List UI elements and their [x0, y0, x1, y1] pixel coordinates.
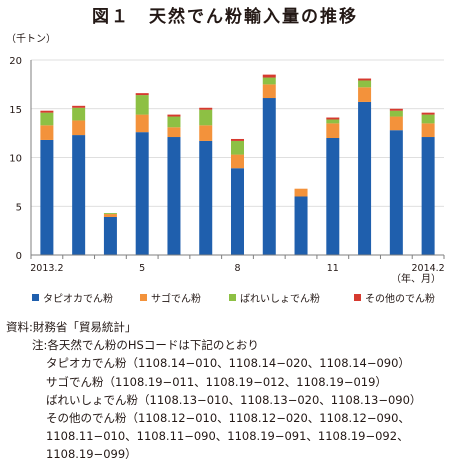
bar-segment-1: [72, 135, 86, 255]
bar-segment-1: [40, 139, 54, 255]
bar-segment-1: [358, 101, 372, 255]
bar-segment-3: [40, 112, 54, 126]
stacked-bar-chart: （千トン） 0 5 10 15 20 2013.2 5 8 11 2014.2 （年、月）: [6, 33, 445, 285]
bar-segment-3: [199, 109, 213, 126]
notes: 資料:財務省「貿易統計」 注:各天然でん粉のHSコードは下記のとおり タピオカで…: [6, 318, 446, 464]
legend: タピオカでん粉 サゴでん粉 ばれいしょでん粉 その他のでん粉: [24, 290, 444, 306]
bar-segment-3: [231, 140, 244, 155]
bar-segment-3: [72, 107, 86, 121]
y-tick-label: 20: [9, 56, 22, 67]
hs-code-heading: 注:各天然でん粉のHSコードは下記のとおり: [32, 338, 259, 353]
page-title: 図１ 天然でん粉輸入量の推移: [92, 7, 358, 27]
bar-segment-1: [231, 168, 244, 255]
x-tick-label: 2014.2: [411, 263, 444, 274]
legend-swatch: [32, 294, 39, 301]
bar-segment-1: [389, 130, 403, 255]
y-tick-label: 15: [9, 105, 22, 116]
hs-code-line: ばれいしょでん粉（1108.13−010、1108.13−020、1108.13…: [46, 392, 422, 407]
bar-segment-2: [40, 125, 54, 140]
bar-segment-3: [262, 77, 276, 85]
legend-label: タピオカでん粉: [43, 294, 113, 305]
x-tick-label: 8: [234, 263, 240, 274]
bar-segment-4: [389, 108, 403, 111]
legend-label: サゴでん粉: [151, 294, 201, 305]
bar-segment-4: [231, 138, 244, 141]
bar-segment-2: [231, 154, 244, 169]
bar-segment-1: [294, 196, 308, 255]
bar-segment-1: [262, 98, 276, 256]
legend-swatch: [140, 294, 147, 301]
legend-item: その他のでん粉: [354, 290, 435, 305]
y-tick-label: 0: [16, 251, 22, 262]
bar-segment-2: [421, 123, 435, 138]
bar-segment-3: [326, 119, 340, 124]
bar-segment-3: [167, 116, 181, 128]
bar-segment-1: [421, 137, 435, 255]
x-tick-label: 11: [327, 263, 339, 274]
hs-code-line: 1108.19−099）: [46, 447, 137, 462]
bar-segment-1: [199, 140, 213, 255]
axes: 0 5 10 15 20 2013.2 5 8 11 2014.2: [9, 56, 444, 274]
bar-segment-2: [294, 188, 308, 197]
y-tick-label: 10: [9, 154, 22, 165]
legend-label: ばれいしょでん粉: [240, 294, 320, 305]
bar-segment-2: [262, 84, 276, 99]
bar-segment-3: [103, 213, 117, 215]
legend-swatch: [354, 294, 361, 301]
hs-code-line: 1108.11−010、1108.11−090、1108.19−091、1108…: [46, 429, 409, 444]
bar-segment-4: [72, 105, 86, 108]
bar-segment-3: [358, 80, 372, 88]
legend-label: その他のでん粉: [365, 294, 435, 305]
bar-segment-1: [135, 132, 149, 255]
bar-segment-2: [72, 120, 86, 136]
x-period-label: （年、月）: [391, 272, 441, 285]
y-tick-label: 5: [16, 202, 22, 213]
x-tick-label: 2013.2: [30, 263, 63, 274]
bar-segment-2: [103, 214, 117, 217]
bar-segment-2: [167, 127, 181, 138]
bar-segment-1: [326, 138, 340, 255]
bar-segment-4: [40, 110, 54, 113]
bar-segment-1: [103, 216, 117, 255]
bar-segment-2: [326, 123, 340, 138]
bar-segment-4: [421, 112, 435, 115]
source-note: 資料:財務省「貿易統計」: [6, 320, 137, 334]
hs-code-line: タピオカでん粉（1108.14−010、1108.14−020、1108.14−…: [46, 356, 410, 371]
bar-segment-2: [358, 87, 372, 102]
bars: [40, 74, 435, 256]
legend-item: ばれいしょでん粉: [229, 290, 320, 305]
bar-segment-4: [199, 107, 213, 110]
bar-segment-3: [389, 110, 403, 117]
legend-item: サゴでん粉: [140, 290, 201, 305]
hs-code-line: その他のでん粉（1108.12−010、1108.12−020、1108.12−…: [46, 411, 410, 426]
y-unit-label: （千トン）: [6, 33, 56, 45]
legend-swatch: [229, 294, 236, 301]
bar-segment-2: [389, 116, 403, 131]
bar-segment-3: [135, 95, 149, 115]
x-tick-label: 5: [139, 263, 145, 274]
bar-segment-4: [358, 78, 372, 81]
bar-segment-4: [167, 114, 181, 117]
bar-segment-2: [135, 114, 149, 133]
bar-segment-1: [167, 137, 181, 255]
hs-code-line: サゴでん粉（1108.19−011、1108.19−012、1108.19−01…: [46, 374, 387, 389]
bar-segment-4: [135, 93, 149, 96]
bar-segment-3: [421, 114, 435, 124]
legend-item: タピオカでん粉: [32, 290, 113, 305]
bar-segment-2: [199, 125, 213, 141]
bar-segment-4: [326, 117, 340, 120]
bar-segment-4: [262, 74, 276, 78]
